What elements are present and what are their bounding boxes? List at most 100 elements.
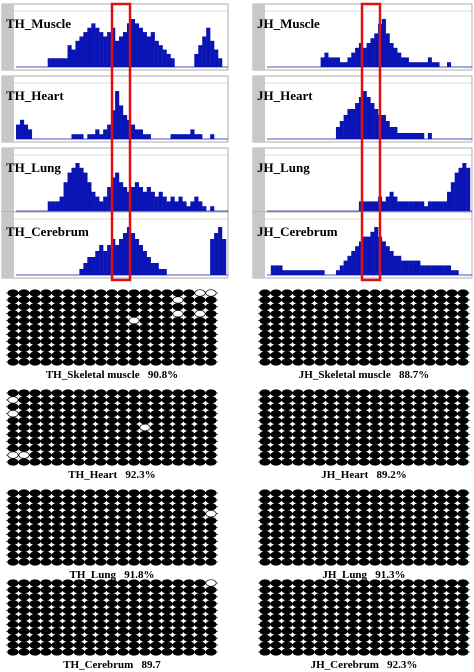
methylated-cpg (29, 316, 41, 325)
methylated-cpg (402, 496, 414, 504)
methylated-cpg (7, 613, 19, 622)
methylated-cpg (446, 544, 458, 552)
methylated-cpg (51, 530, 63, 539)
highlight-box-left (110, 2, 132, 282)
methylated-cpg (62, 586, 74, 594)
methylated-cpg (7, 503, 19, 511)
coverage-bar (146, 36, 151, 67)
methylated-cpg (270, 516, 282, 525)
methylated-cpg (73, 523, 85, 532)
methylated-cpg (18, 648, 30, 656)
coverage-bar (366, 97, 371, 139)
methylated-cpg (205, 600, 217, 608)
methylated-cpg (194, 634, 206, 642)
methylated-cpg (347, 606, 359, 615)
methylated-cpg (161, 593, 173, 601)
methylated-cpg (259, 330, 271, 339)
methylated-cpg (446, 444, 458, 452)
methylated-cpg (95, 410, 107, 418)
methylated-cpg (172, 423, 184, 432)
methylated-cpg (358, 606, 370, 615)
methylated-cpg (117, 516, 129, 525)
methylated-cpg (95, 510, 107, 518)
coverage-bar (158, 191, 163, 211)
methylated-cpg (446, 323, 458, 332)
methylated-cpg (128, 351, 140, 359)
methylated-cpg (325, 430, 337, 439)
coverage-bar (170, 58, 175, 67)
methylated-cpg (95, 396, 107, 404)
methylated-cpg (7, 316, 19, 325)
methylated-cpg (51, 337, 63, 345)
coverage-bar (75, 163, 80, 211)
methylated-cpg (29, 489, 41, 497)
methylated-cpg (194, 337, 206, 345)
methylated-cpg (292, 416, 304, 425)
methylated-cpg (40, 627, 52, 635)
methylated-cpg (347, 516, 359, 525)
coverage-bar (339, 265, 344, 275)
methylated-cpg (424, 423, 436, 432)
coverage-track: TH_Lung (1, 147, 229, 215)
methylated-cpg (303, 537, 315, 545)
methylated-cpg (51, 444, 63, 452)
methylated-cpg (205, 444, 217, 452)
methylated-cpg (106, 437, 118, 445)
methylated-cpg (29, 558, 41, 566)
methylated-cpg (402, 296, 414, 304)
methylated-cpg (413, 586, 425, 594)
methylated-cpg (84, 444, 96, 452)
methylated-cpg (29, 323, 41, 332)
methylated-cpg (435, 396, 447, 404)
methylated-cpg (51, 523, 63, 532)
methylated-cpg (62, 358, 74, 366)
methylated-cpg (380, 496, 392, 504)
methylated-cpg (303, 458, 315, 466)
methylated-cpg (40, 613, 52, 622)
methylated-cpg (139, 620, 151, 629)
methylated-cpg (391, 627, 403, 635)
methylated-cpg (62, 330, 74, 339)
methylated-cpg (314, 358, 326, 366)
methylated-cpg (84, 410, 96, 418)
methylated-cpg (106, 444, 118, 452)
methylated-cpg (314, 316, 326, 325)
methylated-cpg (150, 613, 162, 622)
methylated-cpg (369, 351, 381, 359)
coverage-bar (99, 32, 104, 67)
methylated-cpg (380, 358, 392, 366)
methylated-cpg (303, 344, 315, 352)
coverage-bar (79, 36, 84, 67)
methylation-panel: JH_Lung 91.3% (258, 489, 470, 581)
methylated-cpg (95, 620, 107, 629)
methylated-cpg (150, 510, 162, 518)
methylated-cpg (29, 510, 41, 518)
coverage-bar (154, 40, 159, 67)
methylated-cpg (303, 337, 315, 345)
methylated-cpg (380, 530, 392, 539)
methylated-cpg (29, 600, 41, 608)
methylated-cpg (18, 586, 30, 594)
methylated-cpg (336, 593, 348, 601)
coverage-bar (362, 91, 367, 139)
methylated-cpg (84, 516, 96, 525)
methylated-cpg (325, 496, 337, 504)
coverage-bar (170, 134, 175, 139)
methylated-cpg (18, 344, 30, 352)
methylated-cpg (435, 344, 447, 352)
methylated-cpg (347, 600, 359, 608)
methylation-caption: TH_Heart 92.3% (68, 469, 155, 481)
methylated-cpg (95, 310, 107, 318)
methylated-cpg (194, 389, 206, 397)
methylated-cpg (172, 627, 184, 635)
methylated-cpg (457, 337, 469, 345)
methylated-cpg (29, 551, 41, 559)
methylated-cpg (347, 530, 359, 539)
methylated-cpg (73, 330, 85, 339)
coverage-bar (99, 245, 104, 275)
methylated-cpg (435, 523, 447, 532)
coverage-bar (439, 201, 444, 211)
methylated-cpg (369, 430, 381, 439)
methylated-cpg (457, 496, 469, 504)
coverage-bar (178, 134, 183, 139)
